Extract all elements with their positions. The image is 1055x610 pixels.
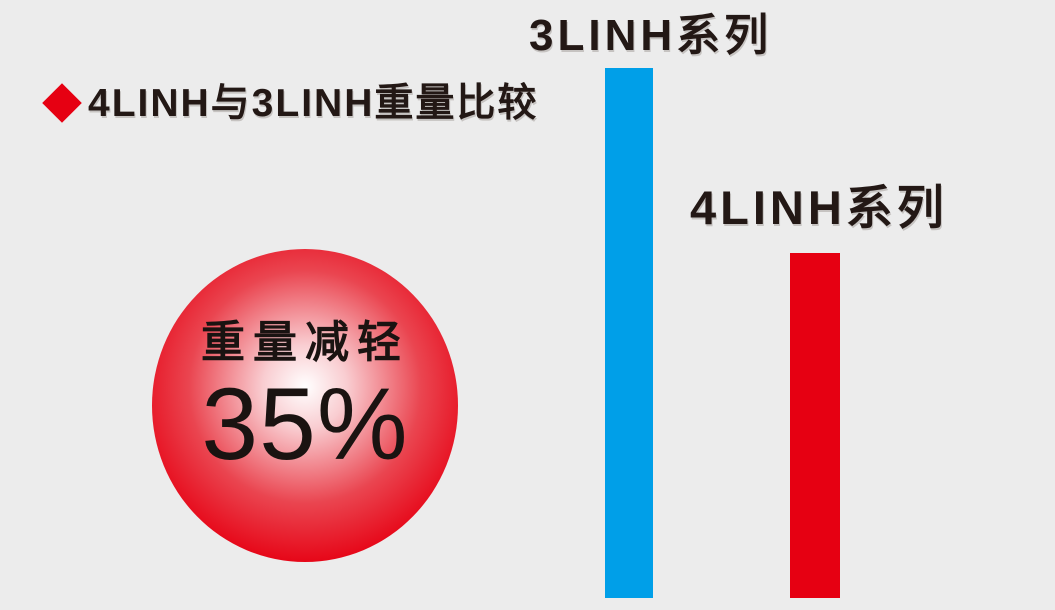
chart-title: 4LINH与3LINH重量比较	[88, 81, 539, 125]
bar-4linh-series	[790, 253, 840, 598]
bar-label-4linh-series: 4LINH系列	[690, 181, 948, 234]
bar-3linh-series	[605, 68, 653, 598]
diamond-bullet-icon	[42, 83, 82, 123]
badge-percentage: 35%	[201, 366, 409, 481]
badge-text-group: 重量减轻 35%	[201, 317, 409, 481]
weight-reduction-badge: 重量减轻 35%	[152, 249, 458, 562]
badge-caption: 重量减轻	[201, 317, 409, 367]
chart-title-row: 4LINH与3LINH重量比较	[40, 80, 538, 126]
bar-label-3linh-series: 3LINH系列	[529, 11, 773, 60]
